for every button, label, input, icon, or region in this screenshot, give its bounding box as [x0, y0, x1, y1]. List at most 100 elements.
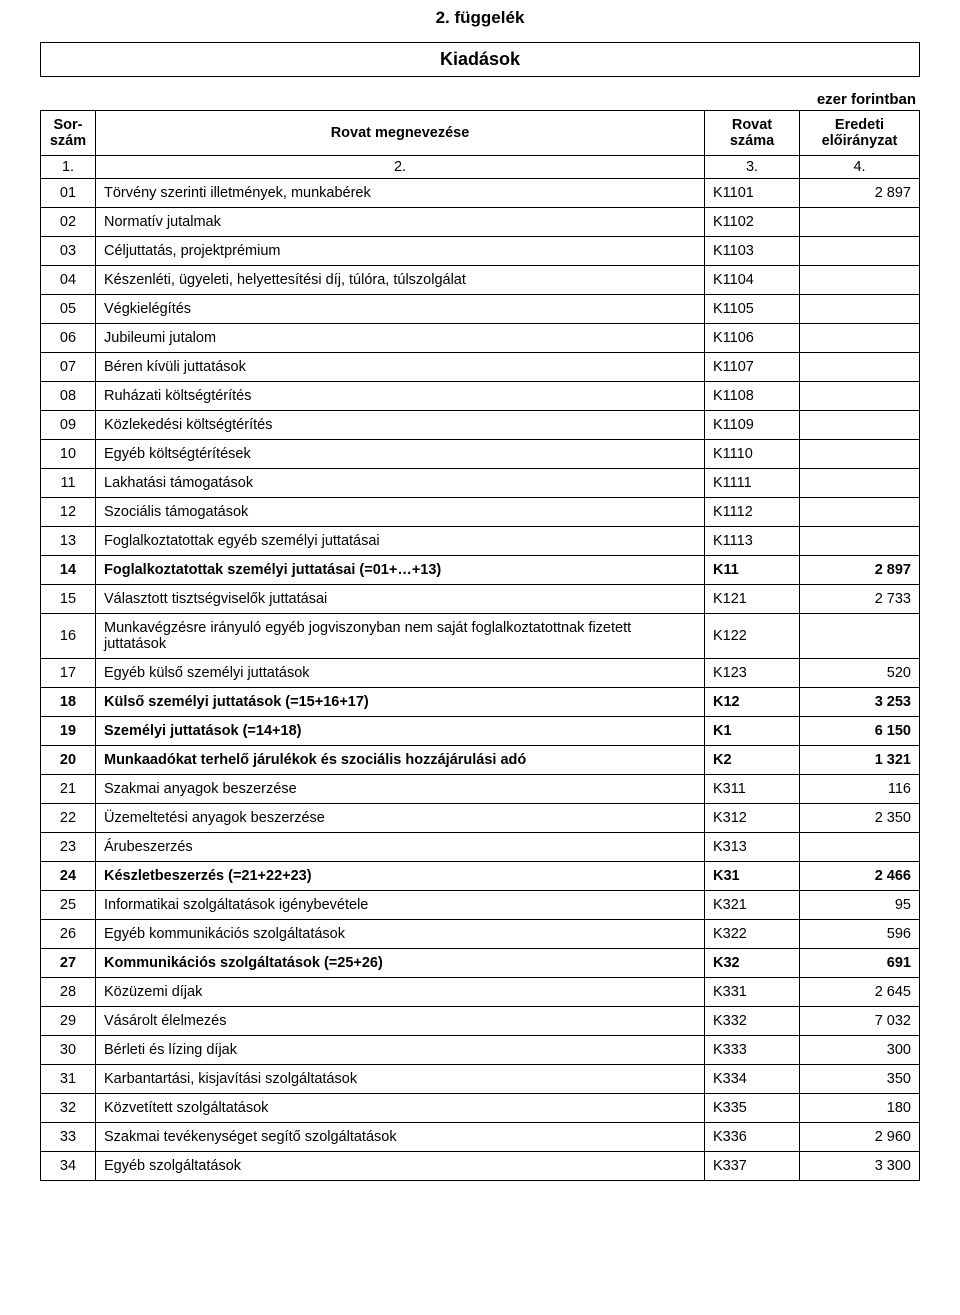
row-code: K11 — [705, 556, 800, 585]
row-code: K1111 — [705, 469, 800, 498]
table-row: 27Kommunikációs szolgáltatások (=25+26)K… — [41, 949, 920, 978]
row-number: 24 — [41, 862, 96, 891]
row-name: Vásárolt élelmezés — [96, 1007, 705, 1036]
row-value — [800, 295, 920, 324]
table-row: 26Egyéb kommunikációs szolgáltatásokK322… — [41, 920, 920, 949]
row-code: K331 — [705, 978, 800, 1007]
table-row: 15Választott tisztségviselők juttatásaiK… — [41, 585, 920, 614]
row-name: Lakhatási támogatások — [96, 469, 705, 498]
section-title-box: Kiadások — [40, 42, 920, 77]
row-code: K322 — [705, 920, 800, 949]
row-value: 3 253 — [800, 688, 920, 717]
row-code: K312 — [705, 804, 800, 833]
row-code: K337 — [705, 1152, 800, 1181]
header-sorszam: Sor-szám — [41, 111, 96, 156]
row-number: 04 — [41, 266, 96, 295]
row-value — [800, 208, 920, 237]
row-number: 23 — [41, 833, 96, 862]
table-row: 31Karbantartási, kisjavítási szolgáltatá… — [41, 1065, 920, 1094]
row-number: 29 — [41, 1007, 96, 1036]
row-name: Jubileumi jutalom — [96, 324, 705, 353]
row-code: K1110 — [705, 440, 800, 469]
row-code: K1102 — [705, 208, 800, 237]
row-value: 300 — [800, 1036, 920, 1065]
row-value: 2 897 — [800, 556, 920, 585]
row-code: K1103 — [705, 237, 800, 266]
row-name: Külső személyi juttatások (=15+16+17) — [96, 688, 705, 717]
row-value — [800, 237, 920, 266]
table-row: 17Egyéb külső személyi juttatásokK123520 — [41, 659, 920, 688]
row-value: 2 733 — [800, 585, 920, 614]
table-row: 08Ruházati költségtérítésK1108 — [41, 382, 920, 411]
row-code: K1112 — [705, 498, 800, 527]
row-number: 03 — [41, 237, 96, 266]
row-code: K333 — [705, 1036, 800, 1065]
row-number: 05 — [41, 295, 96, 324]
row-name: Informatikai szolgáltatások igénybevétel… — [96, 891, 705, 920]
unit-label: ezer forintban — [40, 91, 920, 108]
row-number: 14 — [41, 556, 96, 585]
table-row: 01Törvény szerinti illetmények, munkabér… — [41, 179, 920, 208]
row-name: Közlekedési költségtérítés — [96, 411, 705, 440]
row-code: K311 — [705, 775, 800, 804]
row-code: K1109 — [705, 411, 800, 440]
row-name: Készenléti, ügyeleti, helyettesítési díj… — [96, 266, 705, 295]
table-row: 03Céljuttatás, projektprémiumK1103 — [41, 237, 920, 266]
row-code: K121 — [705, 585, 800, 614]
row-name: Készletbeszerzés (=21+22+23) — [96, 862, 705, 891]
table-row: 28Közüzemi díjakK3312 645 — [41, 978, 920, 1007]
row-value: 3 300 — [800, 1152, 920, 1181]
row-number: 26 — [41, 920, 96, 949]
row-number: 25 — [41, 891, 96, 920]
row-value: 2 960 — [800, 1123, 920, 1152]
row-number: 16 — [41, 614, 96, 659]
row-value: 520 — [800, 659, 920, 688]
expenses-table: Sor-szám Rovat megnevezése Rovat száma E… — [40, 110, 920, 1181]
row-code: K335 — [705, 1094, 800, 1123]
row-value: 6 150 — [800, 717, 920, 746]
row-code: K321 — [705, 891, 800, 920]
row-number: 33 — [41, 1123, 96, 1152]
row-code: K336 — [705, 1123, 800, 1152]
row-value: 116 — [800, 775, 920, 804]
row-code: K1108 — [705, 382, 800, 411]
row-value — [800, 469, 920, 498]
row-number: 30 — [41, 1036, 96, 1065]
index-4: 4. — [800, 156, 920, 179]
row-number: 28 — [41, 978, 96, 1007]
row-value — [800, 440, 920, 469]
row-code: K31 — [705, 862, 800, 891]
table-row: 24Készletbeszerzés (=21+22+23)K312 466 — [41, 862, 920, 891]
row-code: K1106 — [705, 324, 800, 353]
row-value: 1 321 — [800, 746, 920, 775]
header-eredeti-eloiranyzat: Eredeti előirányzat — [800, 111, 920, 156]
row-number: 31 — [41, 1065, 96, 1094]
row-name: Kommunikációs szolgáltatások (=25+26) — [96, 949, 705, 978]
row-name: Egyéb kommunikációs szolgáltatások — [96, 920, 705, 949]
row-name: Választott tisztségviselők juttatásai — [96, 585, 705, 614]
row-number: 34 — [41, 1152, 96, 1181]
table-row: 13Foglalkoztatottak egyéb személyi jutta… — [41, 527, 920, 556]
table-row: 14Foglalkoztatottak személyi juttatásai … — [41, 556, 920, 585]
header-row: Sor-szám Rovat megnevezése Rovat száma E… — [41, 111, 920, 156]
table-row: 05VégkielégítésK1105 — [41, 295, 920, 324]
row-name: Normatív jutalmak — [96, 208, 705, 237]
row-code: K1101 — [705, 179, 800, 208]
table-row: 06Jubileumi jutalomK1106 — [41, 324, 920, 353]
row-number: 13 — [41, 527, 96, 556]
row-value: 350 — [800, 1065, 920, 1094]
row-code: K1105 — [705, 295, 800, 324]
row-name: Szakmai anyagok beszerzése — [96, 775, 705, 804]
row-name: Béren kívüli juttatások — [96, 353, 705, 382]
row-number: 09 — [41, 411, 96, 440]
table-row: 11Lakhatási támogatásokK1111 — [41, 469, 920, 498]
row-number: 20 — [41, 746, 96, 775]
row-number: 01 — [41, 179, 96, 208]
row-code: K2 — [705, 746, 800, 775]
row-number: 32 — [41, 1094, 96, 1123]
row-name: Céljuttatás, projektprémium — [96, 237, 705, 266]
row-number: 17 — [41, 659, 96, 688]
table-row: 19Személyi juttatások (=14+18)K16 150 — [41, 717, 920, 746]
row-value — [800, 498, 920, 527]
row-number: 08 — [41, 382, 96, 411]
